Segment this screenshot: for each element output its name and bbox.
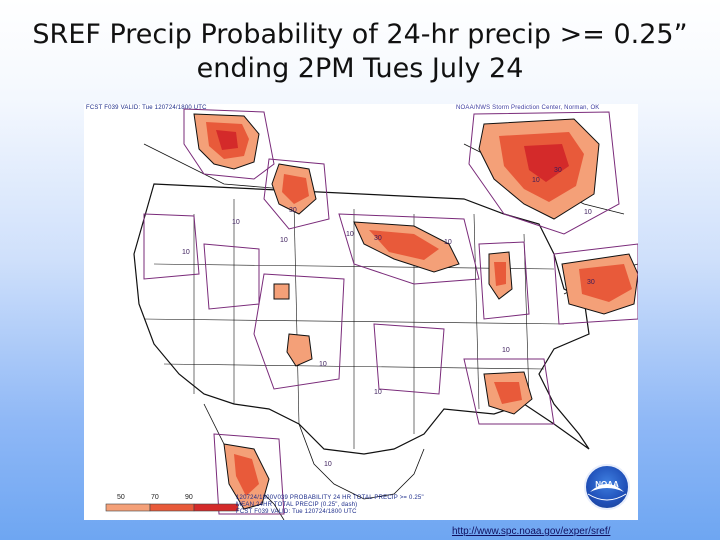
- probability-areas: [193, 113, 638, 510]
- contour-label: 10: [502, 347, 510, 354]
- map-canvas: 10 10 10 10 10 10 10 10 10 10 10 30 30 3…: [105, 108, 638, 520]
- map-footer-line-1: 120724/1800V039 PROBABILITY 24 HR TOTAL …: [236, 495, 424, 501]
- noaa-logo-text: NOAA: [595, 480, 619, 489]
- mean-precip-contours: [143, 108, 638, 515]
- contour-label: 30: [289, 207, 297, 214]
- map-footer-line-2: MEAN 24HR TOTAL PRECIP (0.25", dash): [236, 502, 358, 508]
- contour-label: 30: [374, 235, 382, 242]
- title-line-1: SREF Precip Probability of 24-hr precip …: [32, 19, 688, 50]
- contour-label: 10: [374, 389, 382, 396]
- contour-label-group: 10 10 10 10 10 10 10 10 10 10 10 30 30 3…: [182, 167, 595, 468]
- prob-area-southwest: [286, 333, 313, 367]
- noaa-gull-icon: [587, 484, 627, 501]
- contour-label: 10: [584, 209, 592, 216]
- contour-label: 10: [319, 361, 327, 368]
- contour-label: 10: [346, 231, 354, 238]
- sref-link[interactable]: http://www.spc.noaa.gov/exper/sref/: [452, 526, 611, 537]
- contour-label: 30: [554, 167, 562, 174]
- slide-title: SREF Precip Probability of 24-hr precip …: [0, 18, 720, 86]
- sref-probability-map: 10 10 10 10 10 10 10 10 10 10 10 30 30 3…: [84, 104, 638, 520]
- legend-label-90: 90: [185, 494, 193, 501]
- contour-label: 10: [232, 219, 240, 226]
- contour-label: 10: [182, 249, 190, 256]
- contour-label: 10: [444, 239, 452, 246]
- contour-label: 30: [587, 279, 595, 286]
- contour-label: 10: [280, 237, 288, 244]
- map-header-left: FCST F039 VALID: Tue 120724/1800 UTC: [86, 105, 207, 111]
- contour-label: 10: [324, 461, 332, 468]
- title-line-2: ending 2PM Tues July 24: [196, 53, 524, 84]
- probability-legend: [105, 503, 239, 512]
- state-lines: [143, 199, 565, 449]
- legend-label-50: 50: [117, 494, 125, 501]
- contour-label: 10: [532, 177, 540, 184]
- noaa-logo: NOAA: [584, 464, 630, 510]
- legend-label-70: 70: [151, 494, 159, 501]
- map-footer-line-3: FCST F039 VALID: Tue 120724/1800 UTC: [236, 509, 357, 515]
- map-header-right: NOAA/NWS Storm Prediction Center, Norman…: [456, 105, 600, 111]
